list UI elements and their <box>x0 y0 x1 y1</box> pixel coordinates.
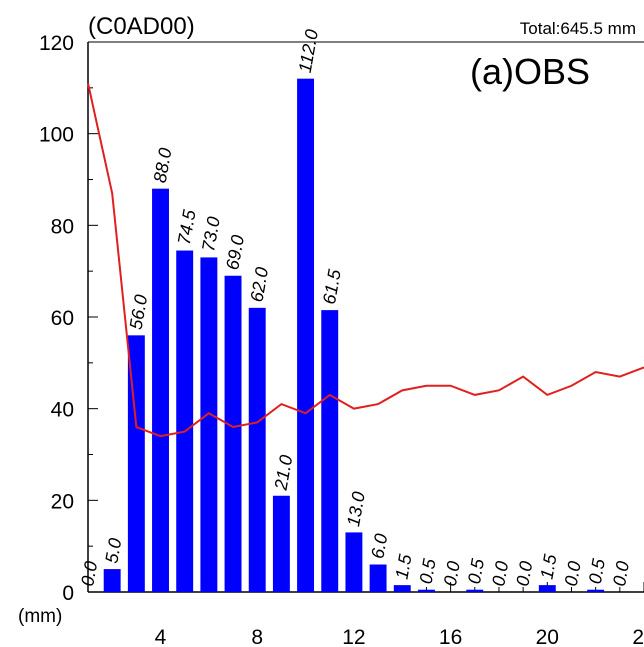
x-tick-label: 16 <box>439 626 462 647</box>
bar-value-label: 0.0 <box>609 560 633 588</box>
x-tick-label: 24 <box>632 626 644 647</box>
bar <box>127 335 145 592</box>
bar-value-label: 112.0 <box>295 28 322 75</box>
bar-value-label: 0.0 <box>440 560 464 588</box>
total-label: Total:645.5 mm <box>520 19 636 38</box>
bar <box>321 310 339 592</box>
bar-value-label: 6.0 <box>367 532 391 560</box>
bar-value-label: 0.5 <box>585 556 609 585</box>
x-tick-label: 12 <box>342 626 365 647</box>
y-tick-label: 100 <box>39 124 74 147</box>
bar-value-label: 1.5 <box>392 552 416 581</box>
bar-value-label: 0.0 <box>488 560 512 588</box>
line-series <box>87 83 644 438</box>
y-tick-label: 60 <box>51 307 74 330</box>
bar <box>272 495 290 592</box>
bar <box>369 564 387 592</box>
bar <box>176 250 194 592</box>
bar-series <box>103 78 605 592</box>
bar-value-label: 56.0 <box>126 293 152 331</box>
bar-value-label: 61.5 <box>319 267 345 306</box>
x-tick-label: 20 <box>536 626 559 647</box>
bar-value-label: 88.0 <box>150 146 176 184</box>
y-tick-label: 80 <box>51 215 74 238</box>
bar-value-label: 62.0 <box>246 266 272 304</box>
bar <box>200 257 218 592</box>
bar <box>345 532 363 592</box>
bar <box>103 569 121 592</box>
y-axis-unit-label: (mm) <box>18 606 62 627</box>
y-tick-label: 120 <box>39 32 74 55</box>
tick-labels: 0 20 40 60 80 100 120 4 8 12 16 20 24 <box>39 32 644 647</box>
station-label: (C0AD00) <box>88 13 195 40</box>
bar <box>466 589 484 592</box>
bar <box>538 585 556 592</box>
panel-label: (a)OBS <box>470 51 590 92</box>
bar-value-label: 74.5 <box>174 207 200 246</box>
bar-value-label: 5.0 <box>101 537 125 565</box>
bar-value-label: 69.0 <box>222 233 248 271</box>
bar <box>297 78 315 592</box>
bar-value-label: 21.0 <box>270 453 296 492</box>
x-tick-label: 4 <box>155 626 167 647</box>
bar <box>587 589 605 592</box>
bar <box>152 188 169 592</box>
bar-value-label: 73.0 <box>198 215 224 253</box>
bar-value-label: 0.0 <box>561 560 585 588</box>
bar-value-label: 13.0 <box>343 490 369 528</box>
bar <box>417 589 435 592</box>
bar <box>393 585 411 592</box>
bar-value-label: 0.0 <box>77 560 101 588</box>
bar-value-label: 0.5 <box>464 556 488 585</box>
bar <box>224 275 242 592</box>
y-tick-label: 20 <box>51 490 74 513</box>
bar-value-label: 1.5 <box>537 552 561 581</box>
bar <box>248 307 266 592</box>
bar-value-label: 0.0 <box>512 560 536 588</box>
y-tick-label: 40 <box>51 399 74 422</box>
bar-value-label: 0.5 <box>416 556 440 585</box>
x-tick-label: 8 <box>251 626 263 647</box>
y-tick-label: 0 <box>62 582 74 605</box>
